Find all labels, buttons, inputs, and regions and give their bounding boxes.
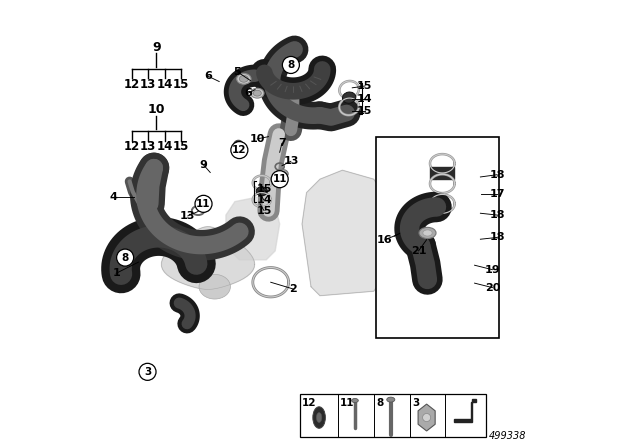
- Text: 18: 18: [489, 233, 505, 242]
- Text: 13: 13: [140, 78, 156, 91]
- Text: 4: 4: [110, 192, 118, 202]
- Circle shape: [139, 363, 156, 380]
- Text: 5: 5: [234, 67, 241, 77]
- Polygon shape: [302, 170, 383, 296]
- Text: 1: 1: [112, 268, 120, 278]
- Ellipse shape: [342, 92, 356, 103]
- Text: 20: 20: [484, 283, 500, 293]
- Ellipse shape: [278, 172, 285, 177]
- Circle shape: [234, 140, 243, 150]
- Text: 10: 10: [250, 134, 265, 144]
- Polygon shape: [418, 404, 435, 431]
- Ellipse shape: [251, 88, 264, 98]
- Text: 6: 6: [204, 71, 212, 81]
- Text: 12: 12: [232, 145, 246, 155]
- Text: 15: 15: [173, 140, 189, 154]
- Text: 14: 14: [157, 140, 173, 154]
- Ellipse shape: [239, 76, 248, 82]
- Ellipse shape: [276, 169, 288, 178]
- Text: 3: 3: [412, 398, 419, 408]
- Circle shape: [271, 171, 288, 188]
- Text: 21: 21: [411, 246, 426, 256]
- Text: 15: 15: [256, 206, 272, 215]
- Text: 15: 15: [256, 184, 272, 194]
- Ellipse shape: [423, 230, 432, 236]
- Circle shape: [116, 249, 134, 266]
- Circle shape: [422, 414, 431, 422]
- Text: 8: 8: [122, 253, 129, 263]
- Text: 15: 15: [357, 106, 372, 116]
- Text: 18: 18: [489, 170, 505, 180]
- Ellipse shape: [387, 397, 395, 402]
- Text: 14: 14: [256, 195, 272, 205]
- Text: 15: 15: [173, 78, 189, 91]
- Text: 17: 17: [489, 189, 505, 198]
- Text: 499338: 499338: [488, 431, 526, 441]
- Ellipse shape: [351, 399, 358, 402]
- Ellipse shape: [199, 274, 230, 299]
- Bar: [376, 137, 499, 338]
- Text: 13: 13: [180, 211, 196, 221]
- Text: 12: 12: [302, 398, 317, 408]
- Bar: [300, 394, 486, 437]
- Text: 16: 16: [377, 235, 393, 245]
- Text: 8: 8: [376, 398, 383, 408]
- Text: 3: 3: [144, 367, 151, 377]
- Text: 7: 7: [278, 138, 286, 148]
- Text: 19: 19: [484, 265, 500, 275]
- Polygon shape: [226, 197, 280, 260]
- Ellipse shape: [313, 407, 325, 428]
- Text: 11: 11: [273, 174, 287, 184]
- Circle shape: [282, 56, 300, 73]
- Text: 12: 12: [124, 140, 140, 154]
- Ellipse shape: [237, 73, 251, 84]
- Ellipse shape: [419, 228, 436, 238]
- Ellipse shape: [256, 187, 268, 196]
- Ellipse shape: [200, 200, 207, 205]
- Text: 15: 15: [357, 81, 372, 91]
- Text: 11: 11: [340, 398, 355, 408]
- Circle shape: [236, 143, 241, 147]
- Text: 13: 13: [140, 140, 156, 154]
- Ellipse shape: [186, 233, 204, 269]
- Text: 9: 9: [152, 40, 161, 54]
- Text: 6: 6: [244, 88, 252, 98]
- Text: 14: 14: [357, 94, 372, 103]
- Text: 11: 11: [196, 199, 211, 209]
- Polygon shape: [454, 399, 476, 422]
- Text: 2: 2: [289, 284, 297, 294]
- Text: 8: 8: [287, 60, 294, 70]
- Text: 18: 18: [489, 210, 505, 220]
- Circle shape: [195, 195, 212, 212]
- Ellipse shape: [253, 90, 261, 96]
- Polygon shape: [430, 167, 454, 179]
- Text: 14: 14: [157, 78, 173, 91]
- Circle shape: [231, 142, 248, 159]
- Polygon shape: [161, 227, 255, 289]
- Text: 9: 9: [200, 160, 207, 170]
- Text: 13: 13: [283, 156, 299, 166]
- Ellipse shape: [197, 198, 210, 207]
- Ellipse shape: [316, 413, 322, 422]
- Text: 10: 10: [148, 103, 165, 116]
- Text: 12: 12: [124, 78, 140, 91]
